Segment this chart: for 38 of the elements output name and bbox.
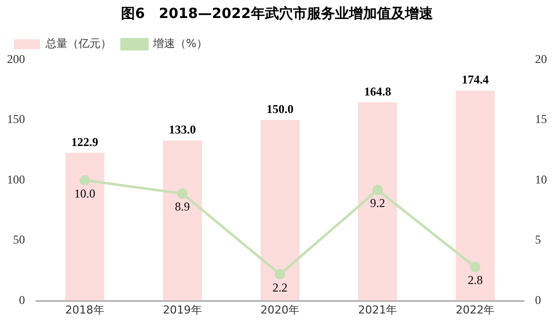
- chart-title: 图6 2018—2022年武穴市服务业增加值及增速: [121, 5, 434, 22]
- y-tick-label: 200: [7, 52, 25, 66]
- data-label: 10.0: [74, 186, 96, 200]
- point: [274, 269, 286, 280]
- data-label: 174.4: [462, 72, 489, 87]
- data-label: 122.9: [71, 134, 98, 149]
- point: [177, 188, 188, 199]
- bar: [260, 120, 300, 301]
- point: [372, 184, 383, 196]
- bar: [456, 90, 495, 301]
- data-label: 9.2: [370, 196, 386, 210]
- y-tick-label: 0: [19, 292, 25, 307]
- bar: [358, 102, 398, 301]
- legend-label: 增速（%）: [152, 37, 208, 50]
- x-tick-label: 2019年: [162, 303, 202, 316]
- x-tick-label: 2020年: [260, 303, 300, 316]
- data-label: 2.8: [468, 273, 483, 288]
- y2-tick-label: 20: [535, 52, 547, 66]
- bar: [65, 152, 104, 301]
- bar: [162, 140, 202, 301]
- data-label: 133.0: [168, 122, 196, 137]
- y2-tick-label: 15: [535, 112, 547, 126]
- y-tick-label: 150: [7, 112, 25, 126]
- point: [80, 175, 90, 186]
- data-label: 8.9: [174, 200, 190, 214]
- data-label: 164.8: [364, 84, 392, 98]
- data-label: 2.2: [272, 280, 288, 294]
- y2-tick-label: 10: [535, 172, 547, 186]
- data-label: 150.0: [266, 102, 294, 116]
- x-tick-label: 2022年: [456, 303, 495, 316]
- x-tick-label: 2018年: [65, 303, 104, 316]
- y-tick-label: 50: [13, 232, 25, 247]
- y-tick-label: 100: [7, 172, 25, 186]
- y2-tick-label: 5: [535, 232, 541, 247]
- x-tick-label: 2021年: [358, 303, 398, 316]
- point: [470, 262, 480, 272]
- y2-tick-label: 0: [535, 292, 541, 307]
- legend-label: 总量（亿元）: [44, 37, 112, 50]
